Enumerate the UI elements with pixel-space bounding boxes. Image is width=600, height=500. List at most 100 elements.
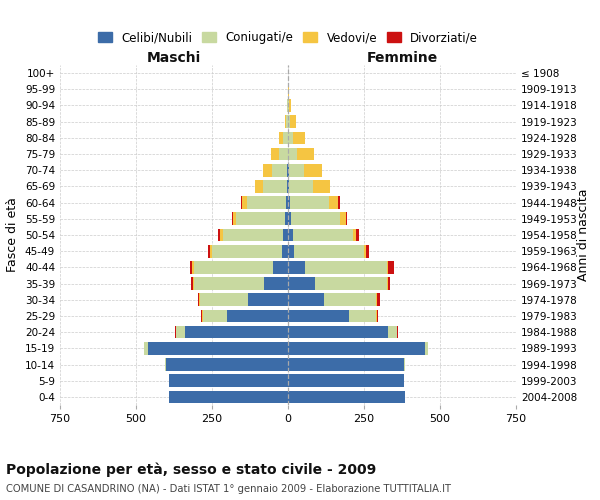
Bar [198,294,199,306]
Bar [388,278,390,290]
Bar [388,261,394,274]
Bar [287,99,288,112]
Bar [169,374,288,387]
Bar [353,228,356,241]
Bar [166,358,288,371]
Bar [340,212,346,225]
Bar [285,116,286,128]
Text: Maschi: Maschi [147,51,201,65]
Bar [290,116,296,128]
Text: COMUNE DI CASANDRINO (NA) - Dati ISTAT 1° gennaio 2009 - Elaborazione TUTTITALIA: COMUNE DI CASANDRINO (NA) - Dati ISTAT 1… [6,484,451,494]
Bar [193,278,194,290]
Bar [287,180,288,192]
Bar [367,245,369,258]
Bar [199,294,200,306]
Bar [192,261,194,274]
Bar [288,278,316,290]
Bar [289,164,304,176]
Bar [305,261,387,274]
Bar [288,342,425,354]
Bar [232,212,233,225]
Bar [349,310,376,322]
Bar [288,374,404,387]
Bar [288,148,297,160]
Bar [194,278,263,290]
Y-axis label: Fasce di età: Fasce di età [7,198,19,272]
Bar [208,245,211,258]
Bar [288,132,293,144]
Bar [200,294,248,306]
Bar [248,294,288,306]
Bar [211,245,212,258]
Bar [273,261,288,274]
Bar [387,278,388,290]
Bar [223,228,283,241]
Bar [329,196,338,209]
Bar [388,326,397,338]
Bar [356,228,359,241]
Bar [272,164,287,176]
Bar [176,326,185,338]
Bar [220,228,223,241]
Bar [376,310,377,322]
Bar [289,180,313,192]
Bar [288,180,289,192]
Bar [397,326,398,338]
Bar [297,148,314,160]
Bar [227,310,288,322]
Bar [325,294,376,306]
Bar [290,196,329,209]
Bar [288,116,290,128]
Bar [377,294,380,306]
Bar [364,245,367,258]
Bar [175,326,176,338]
Bar [288,390,405,403]
Bar [316,278,387,290]
Bar [285,212,288,225]
Text: Femmine: Femmine [367,51,437,65]
Bar [256,180,263,192]
Bar [338,196,340,209]
Bar [286,196,288,209]
Bar [291,212,340,225]
Bar [283,228,288,241]
Bar [165,358,166,371]
Bar [283,132,288,144]
Bar [288,99,289,112]
Bar [288,164,289,176]
Bar [293,228,353,241]
Bar [288,245,294,258]
Bar [387,261,388,274]
Bar [148,342,288,354]
Bar [288,83,289,96]
Bar [143,342,148,354]
Bar [294,245,364,258]
Bar [194,261,273,274]
Bar [376,294,377,306]
Bar [282,245,288,258]
Bar [263,180,287,192]
Bar [313,180,329,192]
Bar [169,390,288,403]
Bar [288,196,290,209]
Bar [288,212,291,225]
Bar [202,310,203,322]
Bar [288,326,388,338]
Bar [191,278,193,290]
Bar [288,228,293,241]
Bar [288,310,349,322]
Bar [203,310,227,322]
Bar [241,196,242,209]
Bar [233,212,236,225]
Bar [287,164,288,176]
Y-axis label: Anni di nascita: Anni di nascita [577,188,590,281]
Bar [346,212,347,225]
Bar [263,164,272,176]
Bar [190,261,192,274]
Bar [236,212,285,225]
Text: Popolazione per età, sesso e stato civile - 2009: Popolazione per età, sesso e stato civil… [6,462,376,477]
Bar [263,278,288,290]
Bar [404,358,405,371]
Bar [289,99,291,112]
Bar [279,148,288,160]
